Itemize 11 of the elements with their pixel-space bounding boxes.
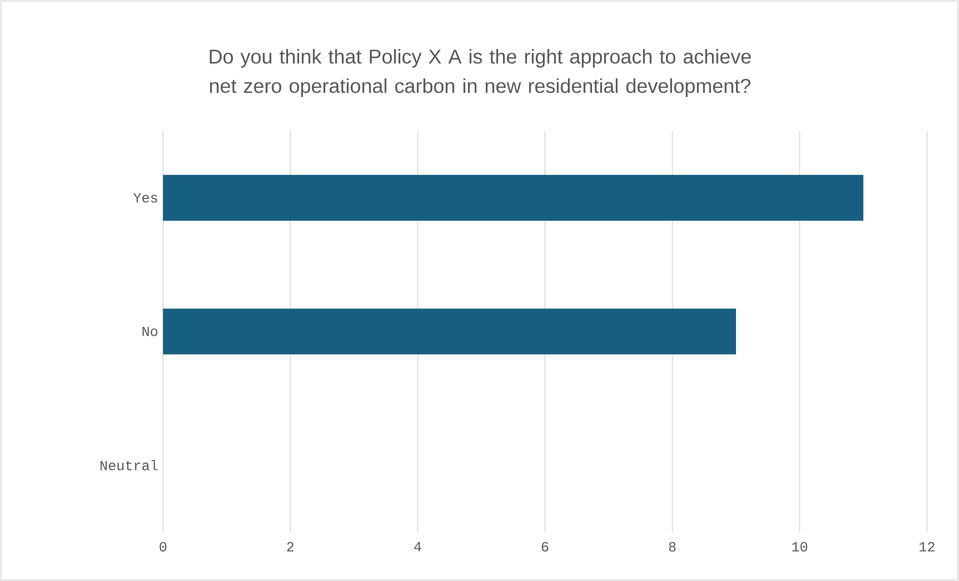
y-tick-label: No (142, 326, 158, 336)
x-tick-label: 2 (287, 542, 294, 552)
x-tick-label: 6 (542, 542, 548, 552)
x-tick-label: 12 (920, 542, 934, 552)
chart-title: Do you think that Policy X A is the right approach to achieve net zero operational carbon in new residential development? (210, 49, 751, 97)
y-tick-label: Yes (133, 193, 158, 203)
x-tick-label: 8 (669, 542, 676, 552)
x-tick-label: 10 (792, 542, 808, 552)
x-tick-label: 4 (414, 542, 422, 552)
y-tick-label: Neutral (100, 460, 158, 470)
x-tick-label: 0 (160, 542, 166, 552)
